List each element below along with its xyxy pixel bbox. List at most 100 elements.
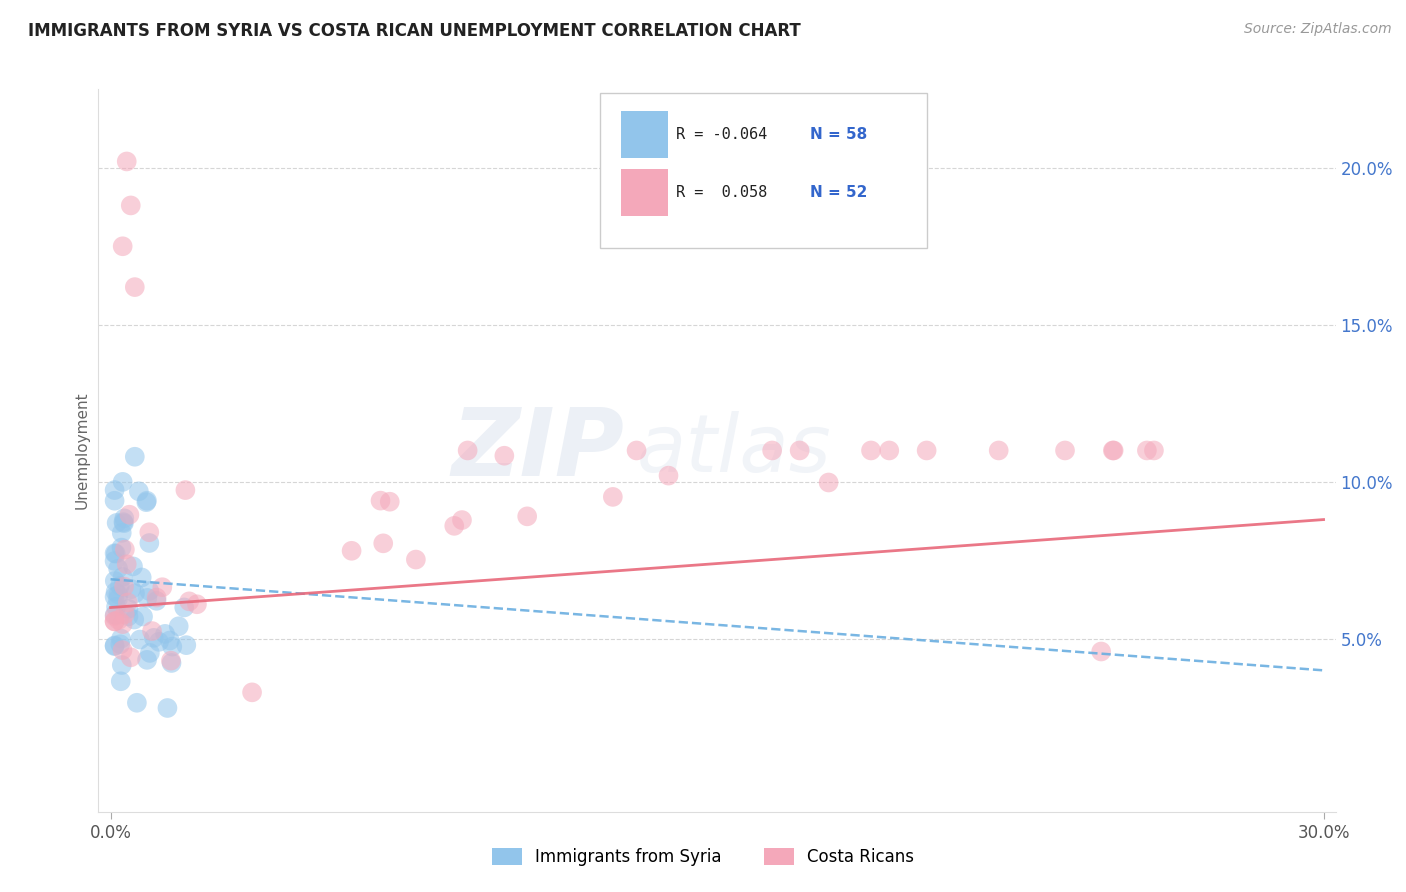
Point xyxy=(104,590,127,604)
Point xyxy=(104,609,127,624)
Point xyxy=(1136,443,1159,458)
Point xyxy=(115,154,138,169)
Point xyxy=(115,558,138,572)
Point xyxy=(915,443,938,458)
Point xyxy=(132,609,155,624)
Point xyxy=(111,525,134,540)
FancyBboxPatch shape xyxy=(620,111,668,158)
Point xyxy=(373,536,395,550)
Point xyxy=(145,594,167,608)
Point xyxy=(112,580,135,594)
Point xyxy=(179,594,201,608)
Text: atlas: atlas xyxy=(637,411,831,490)
Text: R = -0.064: R = -0.064 xyxy=(676,128,768,142)
Point xyxy=(174,483,197,497)
Point xyxy=(789,443,811,458)
Point xyxy=(111,643,134,657)
Point xyxy=(1090,644,1112,658)
Point xyxy=(111,617,134,632)
Point xyxy=(451,513,474,527)
Point xyxy=(138,584,160,599)
Point xyxy=(139,646,162,660)
Point xyxy=(138,536,160,550)
Legend: Immigrants from Syria, Costa Ricans: Immigrants from Syria, Costa Ricans xyxy=(484,840,922,875)
Point xyxy=(105,599,128,614)
Point xyxy=(136,653,159,667)
Point xyxy=(112,511,135,525)
Point xyxy=(110,674,132,689)
Point xyxy=(110,632,132,646)
Point xyxy=(124,280,146,294)
Point xyxy=(111,570,134,584)
Point xyxy=(114,542,136,557)
Point xyxy=(104,585,127,599)
Point xyxy=(1101,443,1123,458)
Point xyxy=(128,484,150,499)
Text: N = 52: N = 52 xyxy=(810,185,868,200)
Text: R =  0.058: R = 0.058 xyxy=(676,185,768,200)
Point xyxy=(104,574,127,588)
Text: N = 58: N = 58 xyxy=(810,128,868,142)
Point xyxy=(340,543,363,558)
Point xyxy=(153,627,176,641)
Point xyxy=(114,607,136,622)
Point xyxy=(602,490,624,504)
Point xyxy=(111,658,134,673)
Point xyxy=(107,592,129,607)
Point xyxy=(120,582,142,596)
Point xyxy=(117,595,139,609)
Point xyxy=(118,508,141,522)
Point xyxy=(817,475,839,490)
Point xyxy=(104,554,127,568)
Text: Source: ZipAtlas.com: Source: ZipAtlas.com xyxy=(1244,22,1392,37)
Point xyxy=(156,701,179,715)
Point xyxy=(122,559,145,574)
Point xyxy=(104,547,127,561)
Point xyxy=(859,443,882,458)
Point xyxy=(1143,443,1166,458)
Point xyxy=(1053,443,1076,458)
Point xyxy=(107,561,129,575)
Point xyxy=(141,624,163,638)
Point xyxy=(111,475,134,489)
Point xyxy=(142,631,165,645)
Point xyxy=(516,509,538,524)
Text: IMMIGRANTS FROM SYRIA VS COSTA RICAN UNEMPLOYMENT CORRELATION CHART: IMMIGRANTS FROM SYRIA VS COSTA RICAN UNE… xyxy=(28,22,801,40)
Point xyxy=(111,239,134,253)
Point xyxy=(160,656,183,670)
Point xyxy=(104,483,127,497)
Point xyxy=(104,639,127,653)
Point xyxy=(124,586,146,600)
Point xyxy=(405,552,427,566)
Point xyxy=(494,449,516,463)
Point xyxy=(117,601,139,615)
Point xyxy=(378,494,401,508)
Point xyxy=(104,607,127,622)
Point xyxy=(176,638,198,652)
Point xyxy=(443,519,465,533)
Point xyxy=(136,591,159,605)
Point xyxy=(160,654,183,668)
Point xyxy=(457,443,479,458)
Point xyxy=(173,600,195,615)
Point xyxy=(112,515,135,529)
Point xyxy=(162,640,184,654)
Point xyxy=(657,468,679,483)
Point xyxy=(370,493,392,508)
Point xyxy=(150,580,173,594)
Point xyxy=(131,570,153,584)
Point xyxy=(104,546,127,560)
Point xyxy=(138,525,160,540)
Point xyxy=(186,597,208,611)
Point xyxy=(107,588,129,602)
Point xyxy=(104,639,127,653)
Point xyxy=(104,493,127,508)
Text: ZIP: ZIP xyxy=(451,404,624,497)
Point xyxy=(108,579,131,593)
Point xyxy=(136,493,159,508)
Point xyxy=(761,443,783,458)
Point xyxy=(120,198,142,212)
Point xyxy=(987,443,1010,458)
Point xyxy=(148,635,170,649)
Point xyxy=(145,591,167,605)
